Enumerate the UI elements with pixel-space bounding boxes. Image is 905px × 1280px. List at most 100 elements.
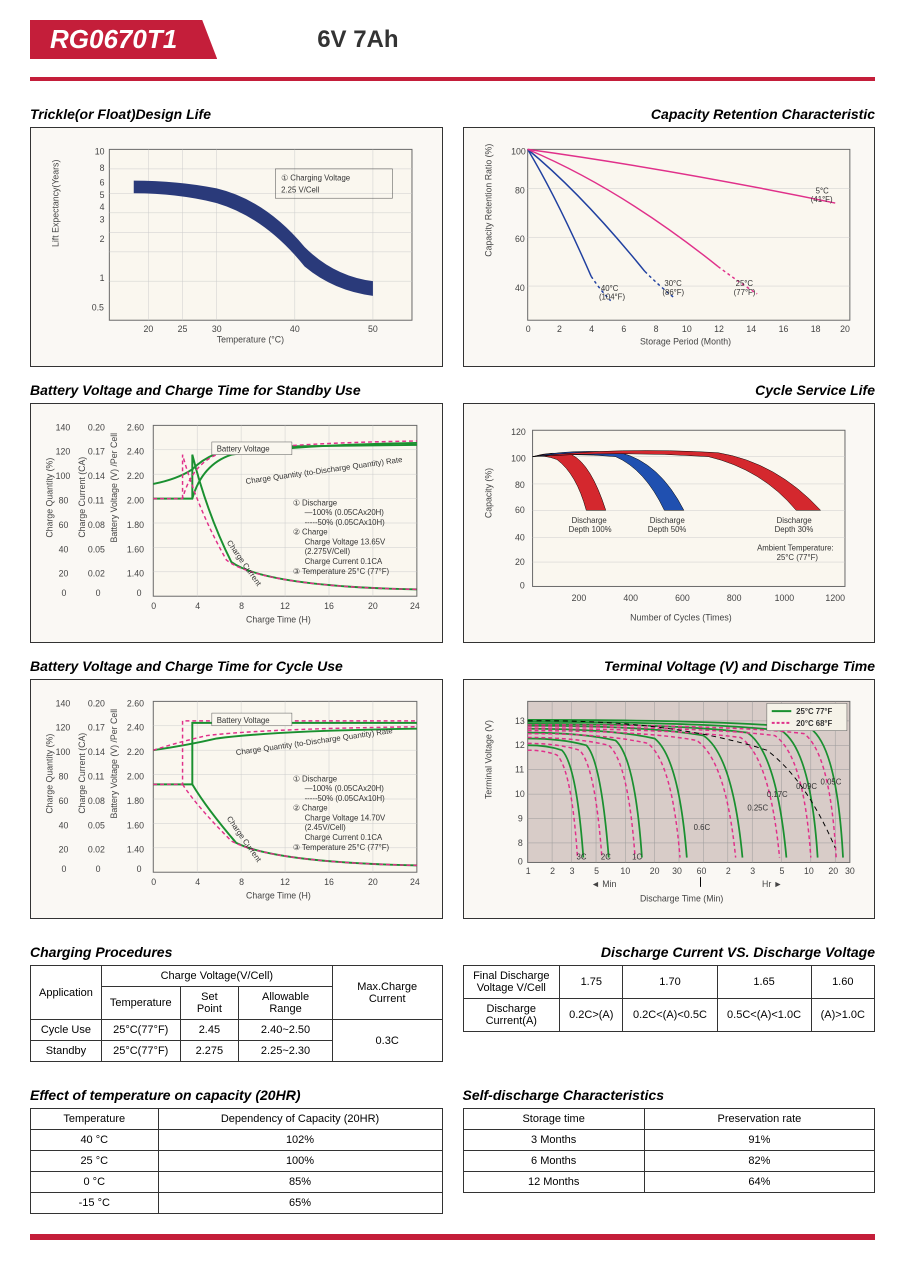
svg-text:Ambient Temperature:: Ambient Temperature: [757, 543, 834, 552]
th-temp: Temperature [101, 987, 180, 1020]
svg-text:40: 40 [59, 544, 69, 554]
svg-text:3C: 3C [576, 853, 586, 862]
svg-text:◄ Min: ◄ Min [591, 879, 616, 889]
svg-text:200: 200 [571, 593, 586, 603]
svg-text:8: 8 [239, 877, 244, 887]
svg-text:4: 4 [100, 202, 105, 212]
svg-text:0.08: 0.08 [88, 520, 105, 530]
svg-text:Hr ►: Hr ► [761, 879, 781, 889]
svg-text:0.09C: 0.09C [796, 782, 817, 791]
svg-text:0: 0 [151, 601, 156, 611]
table-row: 25 °C100% [31, 1151, 443, 1172]
svg-text:Depth 100%: Depth 100% [568, 525, 611, 534]
svg-text:10: 10 [620, 866, 630, 876]
svg-text:80: 80 [515, 185, 525, 195]
svg-text:2.25 V/Cell: 2.25 V/Cell [281, 185, 319, 194]
svg-text:18: 18 [810, 324, 820, 334]
svg-text:25°C (77°F): 25°C (77°F) [776, 553, 818, 562]
svg-text:(77°F): (77°F) [733, 288, 755, 297]
svg-text:(41°F): (41°F) [810, 195, 832, 204]
th-charge-voltage: Charge Voltage(V/Cell) [101, 966, 332, 987]
svg-text:25°C 77°F: 25°C 77°F [796, 707, 832, 716]
chart3: Battery Voltage Charge Quantity (to-Disc… [30, 403, 443, 643]
svg-text:1200: 1200 [825, 593, 845, 603]
svg-text:20: 20 [515, 557, 525, 567]
svg-text:Charge Time (H): Charge Time (H) [246, 891, 311, 901]
table-row: 0 °C85% [31, 1172, 443, 1193]
svg-text:0: 0 [137, 864, 142, 874]
chart1: ① Charging Voltage 2.25 V/Cell Lift Expe… [30, 127, 443, 367]
svg-text:Charge Time (H): Charge Time (H) [246, 615, 311, 625]
table-row: -15 °C65% [31, 1193, 443, 1214]
svg-text:0: 0 [151, 877, 156, 887]
svg-text:0.11: 0.11 [88, 771, 105, 781]
svg-text:40: 40 [515, 533, 525, 543]
svg-text:20: 20 [840, 324, 850, 334]
svg-text:12: 12 [714, 324, 724, 334]
svg-text:80: 80 [515, 480, 525, 490]
svg-text:③ Temperature 25°C (77°F): ③ Temperature 25°C (77°F) [293, 567, 390, 576]
svg-text:10: 10 [515, 789, 525, 799]
chart6: 25°C 77°F 20°C 68°F 3C2C 1C0.6C 0.25C0.1… [463, 679, 876, 919]
svg-text:2: 2 [550, 866, 555, 876]
svg-text:100: 100 [56, 471, 71, 481]
svg-text:30: 30 [844, 866, 854, 876]
svg-text:Discharge Time (Min): Discharge Time (Min) [639, 894, 722, 904]
svg-text:2.40: 2.40 [127, 723, 144, 733]
svg-text:Capacity Retention Ratio (%): Capacity Retention Ratio (%) [483, 144, 493, 257]
svg-text:0.05C: 0.05C [820, 777, 841, 786]
svg-text:0.14: 0.14 [88, 747, 105, 757]
svg-text:2.00: 2.00 [127, 771, 144, 781]
svg-text:2: 2 [100, 234, 105, 244]
svg-text:100: 100 [511, 146, 526, 156]
svg-text:25°C: 25°C [735, 279, 753, 288]
svg-text:③ Temperature 25°C (77°F): ③ Temperature 25°C (77°F) [293, 843, 390, 852]
table-row: Cycle Use25°C(77°F) 2.452.40~2.50 0.3C [31, 1020, 443, 1041]
chart4: DischargeDepth 100% DischargeDepth 50% D… [463, 403, 876, 643]
svg-text:0.14: 0.14 [88, 471, 105, 481]
svg-text:(86°F): (86°F) [662, 288, 684, 297]
svg-text:5: 5 [594, 866, 599, 876]
th-range: Allowable Range [239, 987, 333, 1020]
svg-text:0.6C: 0.6C [693, 823, 710, 832]
svg-text:—100% (0.05CAx20H): —100% (0.05CAx20H) [305, 508, 385, 517]
svg-text:0: 0 [96, 588, 101, 598]
svg-text:2.60: 2.60 [127, 698, 144, 708]
chart1-title: Trickle(or Float)Design Life [30, 106, 443, 122]
svg-text:2.00: 2.00 [127, 495, 144, 505]
svg-text:8: 8 [517, 838, 522, 848]
svg-text:800: 800 [726, 593, 741, 603]
svg-text:20: 20 [59, 569, 69, 579]
svg-text:0: 0 [62, 588, 67, 598]
svg-text:40: 40 [59, 820, 69, 830]
svg-text:50: 50 [368, 324, 378, 334]
svg-text:0.5: 0.5 [92, 302, 104, 312]
svg-text:0.05: 0.05 [88, 820, 105, 830]
svg-text:Terminal Voltage (V): Terminal Voltage (V) [483, 720, 493, 799]
svg-text:3: 3 [750, 866, 755, 876]
svg-text:6: 6 [621, 324, 626, 334]
header: RG0670T1 6V 7Ah [30, 20, 875, 59]
svg-text:12: 12 [515, 740, 525, 750]
svg-text:60: 60 [515, 505, 525, 515]
self-discharge-table: Storage timePreservation rate 3 Months91… [463, 1108, 876, 1193]
svg-text:① Discharge: ① Discharge [293, 498, 337, 507]
svg-text:24: 24 [410, 601, 420, 611]
svg-text:2.60: 2.60 [127, 422, 144, 432]
chart2-title: Capacity Retention Characteristic [463, 106, 876, 122]
svg-text:400: 400 [623, 593, 638, 603]
table-row: 12 Months64% [463, 1172, 875, 1193]
svg-text:2.20: 2.20 [127, 471, 144, 481]
svg-text:0: 0 [519, 580, 524, 590]
svg-text:5°C: 5°C [815, 186, 828, 195]
svg-text:Discharge: Discharge [649, 516, 684, 525]
table-row: 6 Months82% [463, 1151, 875, 1172]
svg-text:Charge Current (CA): Charge Current (CA) [77, 733, 87, 814]
chart3-title: Battery Voltage and Charge Time for Stan… [30, 382, 443, 398]
svg-text:Number of Cycles (Times): Number of Cycles (Times) [630, 613, 732, 623]
table-row: 3 Months91% [463, 1130, 875, 1151]
svg-text:(2.275V/Cell): (2.275V/Cell) [305, 547, 351, 556]
svg-text:60: 60 [59, 796, 69, 806]
svg-text:5: 5 [779, 866, 784, 876]
svg-text:Temperature (°C): Temperature (°C) [217, 335, 284, 345]
